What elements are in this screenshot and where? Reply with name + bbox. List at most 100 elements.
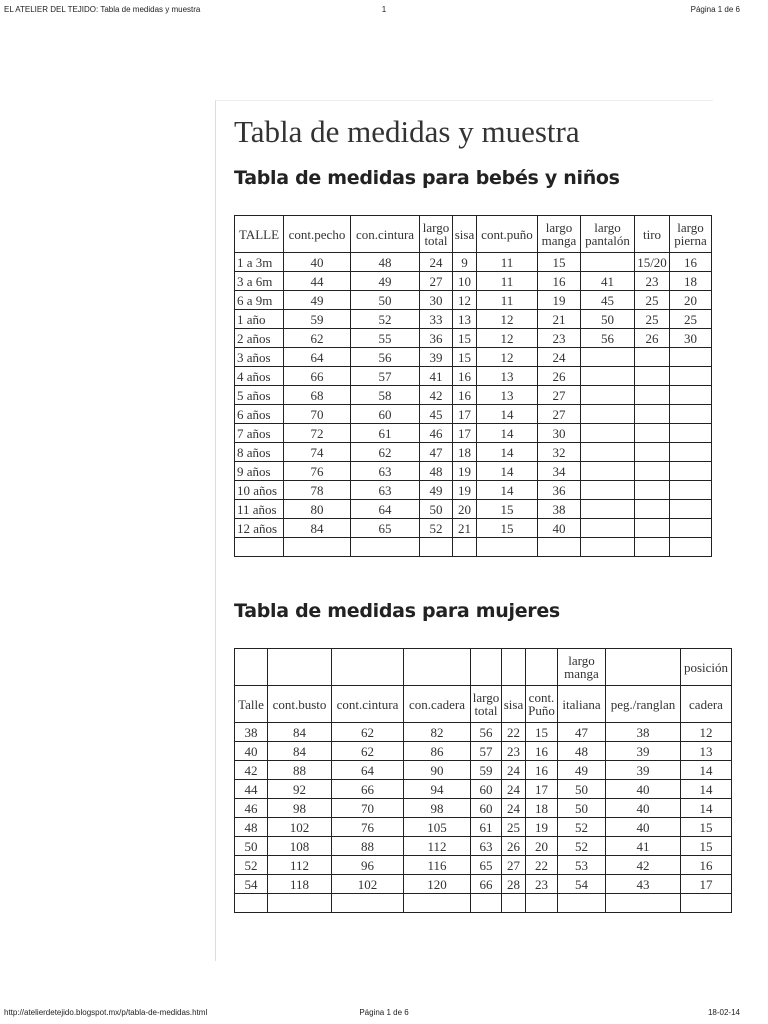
cell: 14	[476, 480, 538, 500]
cell: 15	[680, 836, 732, 856]
cell: 20	[669, 290, 712, 310]
cell: 15	[452, 347, 477, 367]
cell	[419, 537, 453, 557]
data-row: 54 118 102 120 66 28 23 54 43 17	[234, 874, 732, 894]
cell: 72	[283, 423, 351, 443]
cell	[669, 461, 712, 481]
cell: 16	[525, 741, 558, 761]
cell: 40	[537, 518, 581, 538]
cell: 76	[283, 461, 351, 481]
cell	[669, 347, 712, 367]
cell	[669, 518, 712, 538]
cell: 68	[283, 385, 351, 405]
cell: 25	[634, 309, 670, 329]
cell: 90	[403, 760, 471, 780]
kids-table: TALLE cont.pecho con.cintura largo total sis…	[234, 215, 712, 557]
data-row: 12 años 84 65 52 21 15 40	[234, 518, 712, 538]
cell: 26	[501, 836, 526, 856]
cell: 59	[283, 309, 351, 329]
cell: 15	[476, 499, 538, 519]
cell	[634, 385, 670, 405]
cell: 48	[234, 817, 268, 837]
header-cell: cont.puño	[476, 215, 538, 253]
cell: 53	[557, 855, 606, 875]
cell	[580, 461, 635, 481]
cell: 22	[525, 855, 558, 875]
header-cell: cont.pecho	[283, 215, 351, 253]
data-row: 2 años 62 55 36 15 12 23 56 26 30	[234, 328, 712, 348]
cell: 11 años	[234, 499, 284, 519]
cell: 23	[634, 271, 670, 291]
header-cell: con.cintura	[350, 215, 420, 253]
print-footer: http://atelierdetejido.blogspot.mx/p/tab…	[0, 1008, 768, 1020]
header-cell: cont.busto	[267, 685, 332, 723]
cell: 12	[476, 309, 538, 329]
cell: 18	[525, 798, 558, 818]
cell	[580, 347, 635, 367]
cell	[580, 252, 635, 272]
data-row: 11 años 80 64 50 20 15 38	[234, 499, 712, 519]
header-cell	[470, 648, 502, 686]
cell: 38	[605, 722, 681, 742]
cell: 24	[501, 798, 526, 818]
cell: 19	[452, 461, 477, 481]
cell: 10 años	[234, 480, 284, 500]
empty-row	[234, 537, 712, 557]
cell	[634, 480, 670, 500]
cell: 1 año	[234, 309, 284, 329]
cell: 50	[350, 290, 420, 310]
cell: 52	[234, 855, 268, 875]
footer-right: 18-02-14	[707, 1008, 740, 1017]
cell: 98	[403, 798, 471, 818]
cell: 105	[403, 817, 471, 837]
cell: 23	[501, 741, 526, 761]
cell: 39	[419, 347, 453, 367]
cell: 63	[350, 461, 420, 481]
cell: 30	[669, 328, 712, 348]
cell: 52	[419, 518, 453, 538]
header-cell	[525, 648, 558, 686]
cell: 15	[680, 817, 732, 837]
data-row: 1 a 3m 40 48 24 9 11 15 15/20 16	[234, 252, 712, 272]
data-row: 40 84 62 86 57 23 16 48 39 13	[234, 741, 732, 761]
cell: 27	[419, 271, 453, 291]
header-cell	[501, 648, 526, 686]
cell: 47	[557, 722, 606, 742]
cell: 25	[634, 290, 670, 310]
cell: 46	[234, 798, 268, 818]
data-row: 6 a 9m 49 50 30 12 11 19 45 25 20	[234, 290, 712, 310]
cell	[331, 893, 404, 913]
cell: 66	[331, 779, 404, 799]
cell	[580, 385, 635, 405]
header-cell: peg./ranglan	[605, 685, 681, 723]
cell	[669, 366, 712, 386]
cell: 32	[537, 442, 581, 462]
cell: 59	[470, 760, 502, 780]
cell: 70	[331, 798, 404, 818]
cell: 16	[525, 760, 558, 780]
data-row: 38 84 62 82 56 22 15 47 38 12	[234, 722, 732, 742]
data-row: 5 años 68 58 42 16 13 27	[234, 385, 712, 405]
cell: 92	[267, 779, 332, 799]
cell: 48	[350, 252, 420, 272]
cell: 45	[580, 290, 635, 310]
cell: 61	[470, 817, 502, 837]
cell: 14	[476, 442, 538, 462]
cell: 13	[452, 309, 477, 329]
cell: 56	[580, 328, 635, 348]
cell: 40	[605, 817, 681, 837]
cell	[580, 480, 635, 500]
cell: 3 años	[234, 347, 284, 367]
cell	[403, 893, 471, 913]
cell: 12	[452, 290, 477, 310]
header-cell: largo total	[419, 215, 453, 253]
cell	[669, 480, 712, 500]
cell: 56	[470, 722, 502, 742]
cell: 66	[470, 874, 502, 894]
data-row: 10 años 78 63 49 19 14 36	[234, 480, 712, 500]
cell: 66	[283, 366, 351, 386]
data-row: 52 112 96 116 65 27 22 53 42 16	[234, 855, 732, 875]
cell	[634, 537, 670, 557]
cell: 12 años	[234, 518, 284, 538]
cell: 38	[537, 499, 581, 519]
